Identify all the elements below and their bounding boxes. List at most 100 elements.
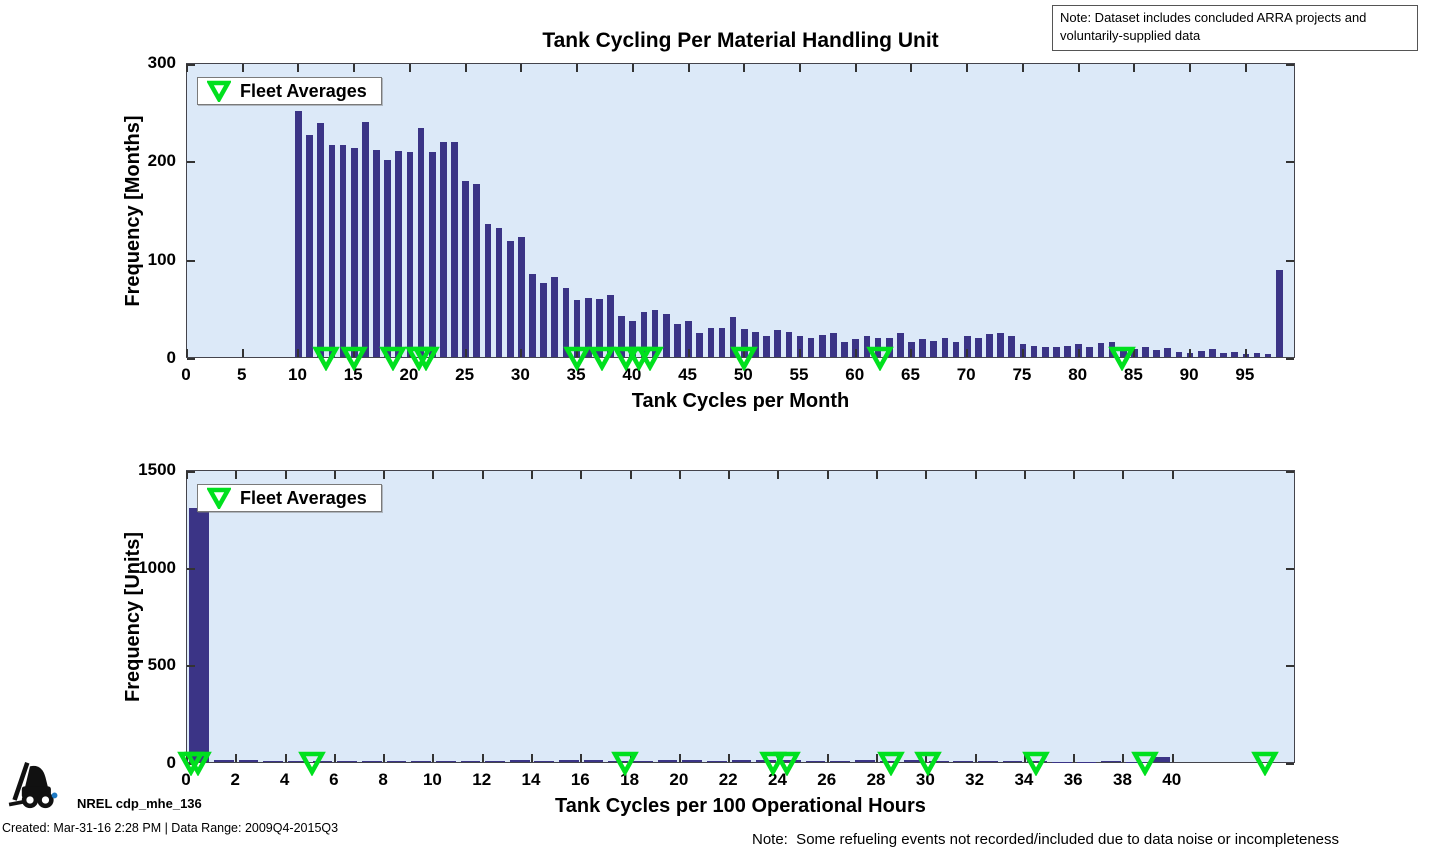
x-tick-label: 0 [181,365,191,384]
histogram-bar [1175,352,1183,357]
histogram-bar [618,315,625,357]
histogram-bar [854,760,875,762]
histogram-bar [551,277,559,357]
x-tick-mark [241,349,244,357]
x-tick-label: 22 [718,770,738,789]
histogram-bar [608,761,629,762]
x-axis-label: Tank Cycles per 100 Operational Hours [555,795,926,817]
histogram-bar [731,759,752,762]
x-tick-label: 0 [181,770,191,789]
histogram-bar [350,147,358,357]
histogram-bar [729,316,737,357]
x-tick-label: 35 [566,365,586,384]
x-tick-mark [408,64,411,72]
histogram-bar [451,141,458,357]
histogram-bar [830,761,850,762]
histogram-bar [339,144,347,357]
x-tick-label: 38 [1113,770,1132,789]
x-tick-mark [576,349,579,357]
histogram-bar [1027,761,1048,762]
x-tick-label: 50 [733,365,753,384]
histogram-bar [1086,347,1094,357]
histogram-bar [685,320,692,357]
histogram-bar [559,760,579,762]
histogram-bar [238,760,259,762]
refueling-note: Note: Some refueling events not recorded… [752,831,1340,848]
x-tick-mark [966,349,969,357]
fleet-average-marker-icon [207,80,231,102]
histogram-bar [662,313,670,357]
x-tick-label: 12 [472,770,492,789]
x-tick-mark [1244,64,1247,72]
x-tick-label: 26 [817,770,837,789]
histogram-bar [395,150,403,357]
histogram-bar [540,283,547,357]
x-tick-mark [974,754,977,762]
x-tick-mark [629,471,632,479]
x-tick-mark [777,471,780,479]
x-tick-mark [1171,471,1174,479]
histogram-bar [674,323,681,357]
histogram-bar [1119,349,1127,357]
y-tick-label: 1500 [138,460,176,479]
histogram-bar [807,338,815,357]
x-tick-label: 20 [669,770,689,789]
x-tick-mark [910,64,913,72]
histogram-bar [657,760,678,762]
histogram-bar [930,341,938,357]
histogram-bar [328,144,336,357]
x-tick-mark [1077,64,1080,72]
x-tick-label: 14 [521,770,541,789]
x-tick-label: 36 [1063,770,1083,789]
dataset-note: Note: Dataset includes concluded ARRA pr… [1052,5,1418,52]
x-tick-label: 25 [455,365,475,384]
fleet-average-marker-icon [207,487,231,509]
x-tick-label: 85 [1123,365,1143,384]
plot-area-months [186,63,1295,360]
x-tick-label: 30 [510,365,530,384]
x-tick-mark [353,64,356,72]
forklift-icon [8,761,58,809]
histogram-bar [373,149,380,357]
x-tick-mark [974,471,977,479]
histogram-bar [1053,347,1060,357]
x-tick-mark [799,64,801,72]
x-tick-mark [743,64,746,72]
y-tick-label: 100 [147,249,176,269]
x-tick-label: 18 [620,770,640,789]
histogram-bar [473,183,481,357]
histogram-bar [386,761,407,762]
y-tick-mark [187,763,195,765]
x-tick-mark [333,754,336,762]
x-tick-mark [186,64,188,72]
histogram-bar [1153,350,1160,357]
histogram-bar [317,122,325,357]
x-tick-mark [1122,754,1125,762]
histogram-bar [963,336,971,357]
x-tick-mark [826,471,829,479]
x-tick-mark [631,64,634,72]
histogram-bar [1002,761,1023,762]
histogram-bar [607,295,614,357]
created-data-range: Created: Mar-31-16 2:28 PM | Data Range:… [2,821,339,835]
x-tick-mark [1021,64,1024,72]
x-tick-mark [383,754,386,762]
histogram-bar [361,761,382,762]
histogram-bar [337,761,358,762]
histogram-bar [740,329,748,357]
x-tick-mark [1244,349,1247,357]
legend-fleet-averages: Fleet Averages [197,484,382,512]
x-tick-mark [966,64,969,72]
x-tick-label: 20 [399,365,419,384]
histogram-bar [756,760,776,762]
histogram-bar [506,240,514,357]
x-tick-mark [1189,64,1192,72]
histogram-bar [462,180,469,357]
x-tick-label: 65 [901,365,920,384]
tank-cycles-per-100-hours-chart: Fleet Averages Tank Cycles per 100 Opera… [122,460,1295,817]
histogram-bar [1150,756,1171,762]
y-tick-mark [187,567,195,570]
x-tick-label: 75 [1012,365,1032,384]
x-tick-label: 4 [279,770,290,789]
histogram-bar [707,327,715,357]
